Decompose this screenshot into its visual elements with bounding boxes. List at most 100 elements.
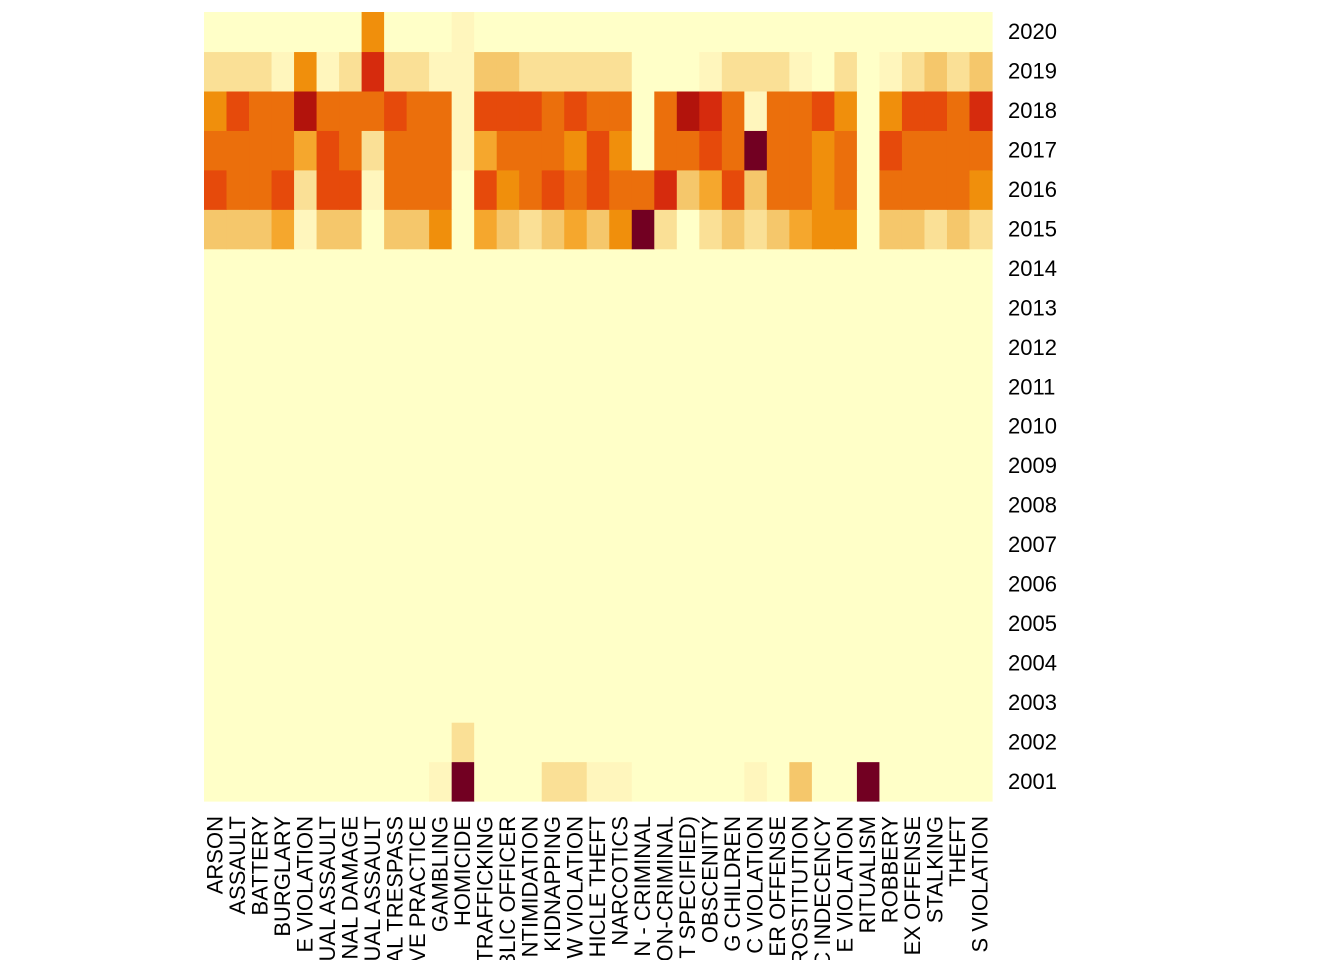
heatmap-cell <box>541 722 565 763</box>
heatmap-cell <box>361 288 385 329</box>
x-tick-label: ASSAULT <box>225 816 250 915</box>
heatmap-cell <box>609 288 633 329</box>
heatmap-cell <box>811 327 835 368</box>
heatmap-cell <box>676 682 700 723</box>
heatmap-cell <box>721 564 745 605</box>
heatmap-cell <box>924 51 948 92</box>
heatmap-cell <box>946 248 971 289</box>
heatmap-cell <box>249 643 273 684</box>
heatmap-cell <box>271 327 295 368</box>
heatmap-cell <box>834 130 858 171</box>
heatmap-cell <box>226 485 250 526</box>
heatmap-cell <box>384 209 408 250</box>
heatmap-cell <box>406 12 430 53</box>
heatmap-cell <box>271 288 295 329</box>
heatmap-cell <box>744 130 768 171</box>
heatmap-cell <box>901 682 926 723</box>
heatmap-cell <box>631 367 655 408</box>
heatmap-cell <box>541 367 565 408</box>
x-tick-label: UAL ASSAULT <box>360 816 385 960</box>
heatmap-cell <box>451 682 475 723</box>
heatmap-cell <box>451 761 475 802</box>
heatmap-cell <box>541 445 565 486</box>
heatmap-cell <box>541 327 565 368</box>
heatmap-cell <box>361 761 385 802</box>
heatmap-cell <box>541 682 565 723</box>
heatmap-cell <box>856 406 881 447</box>
heatmap-cell <box>451 209 475 250</box>
heatmap-cell <box>361 722 385 763</box>
heatmap-cell <box>406 169 430 210</box>
heatmap-cell <box>474 603 498 644</box>
heatmap-cell <box>204 445 228 486</box>
heatmap-cell <box>564 603 588 644</box>
y-tick-label: 2015 <box>1008 216 1057 241</box>
x-tick-label: ER OFFENSE <box>765 816 790 957</box>
heatmap-cell <box>249 367 273 408</box>
heatmap-cell <box>654 51 678 92</box>
heatmap-cell <box>384 12 408 53</box>
heatmap-cell <box>609 169 633 210</box>
heatmap-cell <box>451 406 475 447</box>
heatmap-cell <box>339 209 363 250</box>
heatmap-cell <box>969 169 993 210</box>
heatmap-cell <box>789 603 813 644</box>
heatmap-cell <box>496 248 520 289</box>
heatmap-cell <box>339 248 363 289</box>
heatmap-cell <box>586 524 610 565</box>
heatmap-cell <box>676 761 700 802</box>
heatmap-cell <box>519 130 543 171</box>
heatmap-cell <box>946 406 971 447</box>
heatmap-cell <box>924 209 948 250</box>
heatmap-cell <box>744 248 768 289</box>
heatmap-cell <box>361 169 385 210</box>
heatmap-cell <box>496 130 520 171</box>
heatmap-cell <box>631 524 655 565</box>
heatmap-cell <box>384 643 408 684</box>
heatmap-cell <box>766 603 790 644</box>
heatmap-cell <box>519 722 543 763</box>
heatmap-cell <box>721 445 745 486</box>
heatmap-cell <box>204 51 228 92</box>
heatmap-cell <box>879 761 903 802</box>
heatmap-cell <box>294 367 318 408</box>
heatmap-cell <box>631 445 655 486</box>
heatmap-cell <box>226 288 250 329</box>
heatmap-cell <box>901 761 926 802</box>
heatmap-cell <box>631 130 655 171</box>
heatmap-cell <box>384 524 408 565</box>
heatmap-cell <box>496 169 520 210</box>
heatmap-cell <box>631 90 655 131</box>
heatmap-cell <box>249 485 273 526</box>
heatmap-cell <box>654 603 678 644</box>
heatmap-cell <box>451 524 475 565</box>
heatmap-cell <box>519 248 543 289</box>
heatmap-cell <box>564 169 588 210</box>
x-tick-label: OBSCENITY <box>698 816 723 943</box>
heatmap-cell <box>879 524 903 565</box>
heatmap-cell <box>339 722 363 763</box>
heatmap-cell <box>856 485 881 526</box>
heatmap-cell <box>609 367 633 408</box>
heatmap-cell <box>924 485 948 526</box>
heatmap-cell <box>496 524 520 565</box>
heatmap-cell <box>451 51 475 92</box>
heatmap-cell <box>339 367 363 408</box>
heatmap-cell <box>834 643 858 684</box>
heatmap-cell <box>361 603 385 644</box>
heatmap-cell <box>631 288 655 329</box>
heatmap-cell <box>474 485 498 526</box>
heatmap-cell <box>519 445 543 486</box>
heatmap-cell <box>879 722 903 763</box>
heatmap-cell <box>789 209 813 250</box>
heatmap-cell <box>586 248 610 289</box>
heatmap-cell <box>384 682 408 723</box>
y-tick-label: 2017 <box>1008 138 1057 163</box>
heatmap-cell <box>879 406 903 447</box>
heatmap-cell <box>969 524 993 565</box>
heatmap-cell <box>271 445 295 486</box>
heatmap-cell <box>384 130 408 171</box>
heatmap-cell <box>204 761 228 802</box>
heatmap-cell <box>519 761 543 802</box>
heatmap-cell <box>204 90 228 131</box>
